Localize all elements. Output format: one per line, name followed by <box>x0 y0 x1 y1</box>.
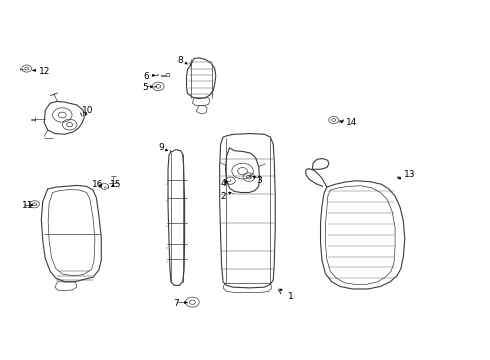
Text: 6: 6 <box>144 72 149 81</box>
Text: 5: 5 <box>142 83 148 92</box>
Text: 11: 11 <box>23 201 34 210</box>
Text: 3: 3 <box>257 176 263 185</box>
Text: 10: 10 <box>82 106 94 115</box>
Text: 12: 12 <box>39 67 50 76</box>
Text: 4: 4 <box>220 179 226 188</box>
Text: 9: 9 <box>158 143 164 152</box>
Text: 2: 2 <box>220 192 226 201</box>
Text: 13: 13 <box>404 170 416 179</box>
Text: 1: 1 <box>289 292 294 301</box>
Text: 8: 8 <box>178 56 184 65</box>
Text: 14: 14 <box>345 118 357 127</box>
Text: 15: 15 <box>110 180 122 189</box>
Text: 7: 7 <box>173 299 179 308</box>
Text: 16: 16 <box>92 180 103 189</box>
